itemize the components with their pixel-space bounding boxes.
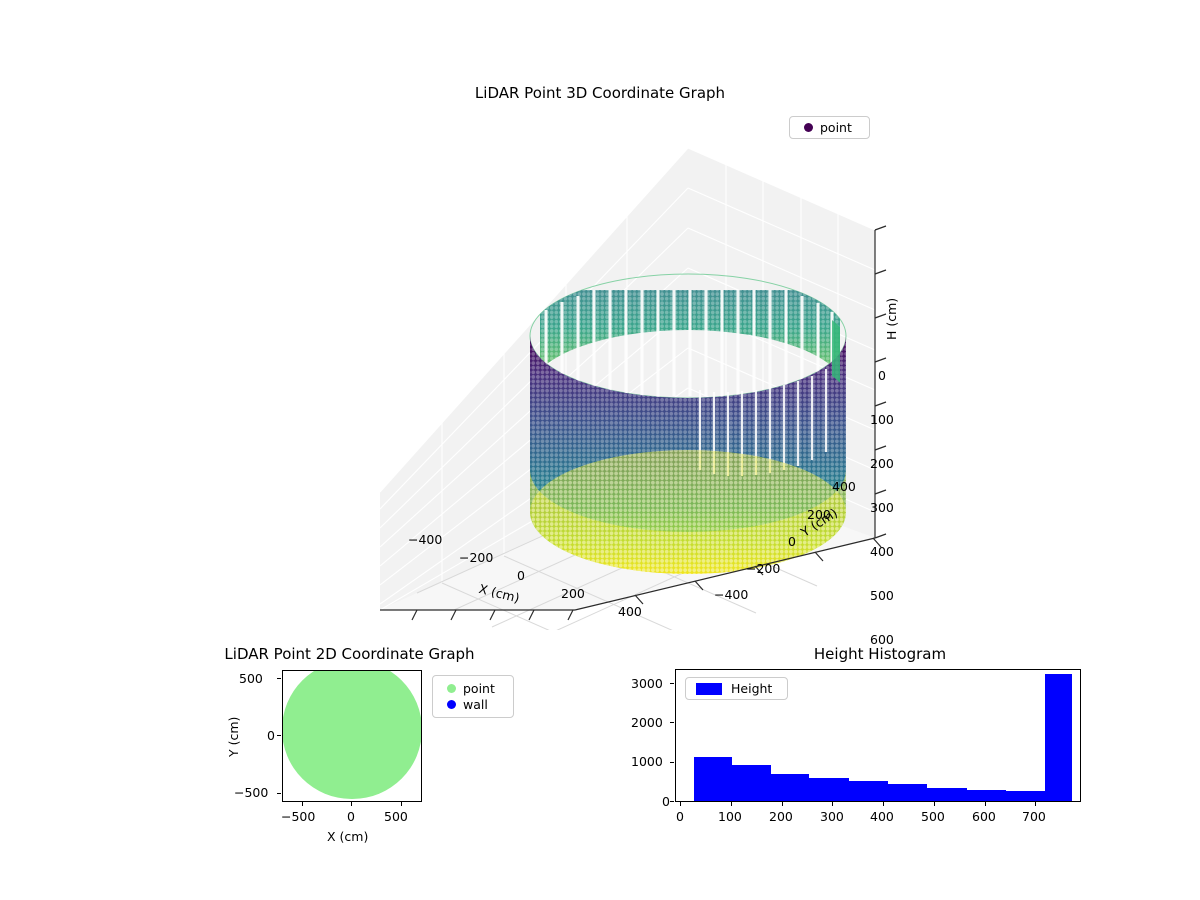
axis-xhist-tick-2: 200	[769, 809, 793, 824]
axis-xhist-tickmark-200	[781, 802, 783, 806]
scatter-points-2d	[283, 671, 421, 800]
legend-3d-item-point[interactable]: point	[798, 120, 861, 135]
axis-y2d-tickmark-500	[277, 678, 281, 680]
axis-x2d-tickmark-500	[400, 802, 402, 806]
histogram-bar	[966, 790, 1006, 801]
axis-x2d-tick-2: 500	[384, 809, 408, 824]
axis-xhist-tick-5: 500	[921, 809, 945, 824]
axis-yhist-tick-3: 3000	[631, 676, 663, 691]
legend-histogram[interactable]: Height	[685, 677, 788, 700]
axis-xhist-tick-4: 400	[870, 809, 894, 824]
axes-3d-spines	[380, 230, 876, 611]
axis-h-tick-6: 600	[870, 632, 894, 647]
histogram-bar	[927, 787, 967, 801]
histogram-bar	[1005, 790, 1046, 801]
legend-3d[interactable]: point	[789, 116, 870, 139]
axis-h-tick-4: 400	[870, 544, 894, 559]
axes-3d-h-ticks	[874, 225, 887, 539]
axis-x3d-tick-1: −200	[459, 550, 494, 565]
panel-2d-title: LiDAR Point 2D Coordinate Graph	[224, 645, 475, 663]
legend-3d-label-point: point	[820, 120, 852, 135]
axis-xhist-tickmark-300	[832, 802, 834, 806]
axes-3d-canvas	[379, 147, 887, 630]
panel-hist-title: Height Histogram	[813, 645, 947, 663]
axis-xhist-tick-1: 100	[718, 809, 742, 824]
axis-yhist-tickmark-2000	[670, 722, 674, 724]
legend-2d-item-point[interactable]: point	[441, 680, 505, 697]
axis-xhist-tickmark-100	[730, 802, 732, 806]
point-marker-icon	[447, 683, 456, 693]
axes-3d-x-ticks	[411, 609, 574, 621]
axes-2d[interactable]	[282, 670, 422, 802]
axis-h-tick-1: 100	[870, 412, 894, 427]
axis-h-label: H (cm)	[884, 297, 899, 340]
histogram-bar	[693, 757, 732, 801]
wall-marker-icon	[447, 700, 456, 710]
axes-3d-y-ticks	[634, 537, 882, 605]
panel-3d-title: LiDAR Point 3D Coordinate Graph	[474, 84, 726, 102]
axis-xhist-tick-6: 600	[972, 809, 996, 824]
axis-x3d-tick-0: −400	[408, 532, 443, 547]
axis-y3d-tick-0: −400	[714, 587, 749, 602]
axis-xhist-tickmark-400	[883, 802, 885, 806]
legend-2d-label-wall: wall	[463, 697, 488, 713]
axis-xhist-tickmark-0	[680, 802, 682, 806]
axis-y3d-tick-3: 200	[807, 507, 831, 522]
axis-x2d-tick-1: 0	[347, 809, 355, 824]
axis-yhist-tickmark-1000	[670, 761, 674, 763]
axis-xhist-tick-0: 0	[676, 809, 684, 824]
axis-yhist-tick-0: 0	[662, 794, 670, 809]
axis-x3d-tick-3: 200	[561, 586, 585, 601]
axis-yhist-tickmark-3000	[670, 682, 674, 684]
axis-yhist-tick-1: 1000	[631, 754, 663, 769]
axis-xhist-tickmark-700	[1035, 802, 1037, 806]
legend-2d-label-point: point	[463, 680, 495, 696]
histogram-bar	[1045, 673, 1072, 801]
point-marker-icon	[804, 123, 813, 132]
histogram-bar	[888, 783, 928, 801]
axis-yhist-tick-2: 2000	[631, 715, 663, 730]
axis-x3d-tick-2: 0	[517, 568, 525, 583]
axis-xhist-tickmark-600	[984, 802, 986, 806]
axis-x2d-tickmark-0	[351, 802, 353, 806]
legend-hist-label-height: Height	[731, 681, 773, 696]
legend-hist-item-height[interactable]: Height	[694, 681, 779, 696]
axes-3d[interactable]: 0 100 200 300 400 500 600 700	[370, 140, 900, 691]
axis-y3d-tick-2: 0	[788, 534, 796, 549]
legend-2d[interactable]: point wall	[432, 675, 514, 718]
axis-xhist-tick-7: 700	[1022, 809, 1046, 824]
axis-y2d-tick-1: 0	[267, 728, 275, 743]
axis-y2d-tick-2: 500	[239, 671, 263, 686]
axis-y2d-label: Y (cm)	[226, 716, 241, 757]
point-cloud-3d	[529, 273, 847, 574]
histogram-bar	[809, 777, 849, 801]
axis-h-tick-3: 300	[870, 500, 894, 515]
legend-2d-item-wall[interactable]: wall	[441, 697, 505, 714]
axis-h-tick-5: 500	[870, 588, 894, 603]
height-bar-swatch-icon	[696, 682, 722, 695]
axis-x2d-tickmark-neg500	[302, 802, 304, 806]
histogram-bar	[771, 774, 810, 801]
histogram-bar	[731, 764, 772, 801]
axis-y3d-tick-4: 400	[832, 479, 856, 494]
axis-yhist-tickmark-0	[670, 800, 674, 802]
cloud-back-rim	[832, 320, 840, 390]
axis-y2d-tickmark-neg500	[277, 792, 281, 794]
axis-x2d-tick-0: −500	[281, 809, 316, 824]
axis-h-tick-0: 0	[878, 368, 886, 383]
axis-xhist-tickmark-500	[933, 802, 935, 806]
axis-xhist-tick-3: 300	[820, 809, 844, 824]
axis-y3d-tick-1: −200	[746, 561, 781, 576]
axis-x2d-label: X (cm)	[327, 829, 369, 844]
axis-y2d-tick-0: −500	[234, 785, 269, 800]
axis-h-tick-2: 200	[870, 456, 894, 471]
axis-x3d-tick-4: 400	[618, 604, 642, 619]
histogram-bar	[848, 780, 889, 801]
axis-y2d-tickmark-0	[277, 735, 281, 737]
